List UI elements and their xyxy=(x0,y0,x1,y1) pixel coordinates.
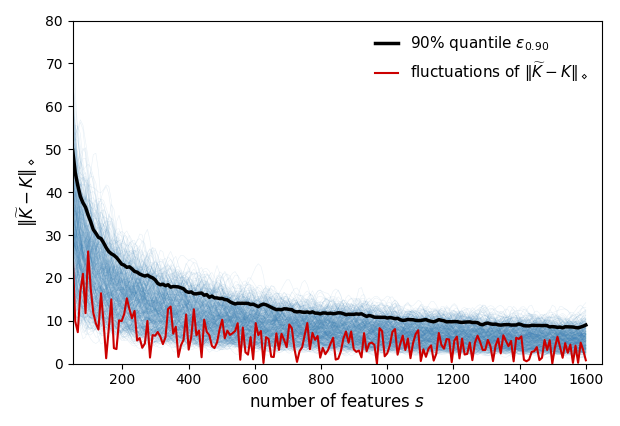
Legend: 90% quantile $\varepsilon_{0.90}$, fluctuations of $\|\widetilde{K} - K\|_\diamo: 90% quantile $\varepsilon_{0.90}$, fluct… xyxy=(369,28,595,90)
X-axis label: number of features $s$: number of features $s$ xyxy=(249,393,425,411)
fluctuations of $\|\widetilde{K} - K\|_\diamond$ xyxy=(92,321,100,326)
90% quantile $\varepsilon_{0.90}$ xyxy=(574,325,582,331)
90% quantile $\varepsilon_{0.90}$ xyxy=(556,325,564,330)
fluctuations of $\|\widetilde{K} - K\|_\diamond$ xyxy=(69,250,76,255)
fluctuations of $\|\widetilde{K} - K\|_\diamond$ xyxy=(582,358,590,363)
fluctuations of $\|\widetilde{K} - K\|_\diamond$ xyxy=(102,356,110,361)
fluctuations of $\|\widetilde{K} - K\|_\diamond$ xyxy=(544,348,551,353)
fluctuations of $\|\widetilde{K} - K\|_\diamond$ xyxy=(208,343,216,348)
fluctuations of $\|\widetilde{K} - K\|_\diamond$ xyxy=(84,249,92,254)
90% quantile $\varepsilon_{0.90}$ xyxy=(164,282,172,287)
90% quantile $\varepsilon_{0.90}$ xyxy=(89,227,97,232)
90% quantile $\varepsilon_{0.90}$ xyxy=(100,240,107,245)
fluctuations of $\|\widetilde{K} - K\|_\diamond$ xyxy=(167,304,174,309)
Line: fluctuations of $\|\widetilde{K} - K\|_\diamond$: fluctuations of $\|\widetilde{K} - K\|_\… xyxy=(73,251,586,364)
90% quantile $\varepsilon_{0.90}$ xyxy=(206,295,213,300)
90% quantile $\varepsilon_{0.90}$ xyxy=(538,323,546,328)
Y-axis label: $\|\widetilde{K} - K\|_\diamond$: $\|\widetilde{K} - K\|_\diamond$ xyxy=(15,157,40,227)
fluctuations of $\|\widetilde{K} - K\|_\diamond$ xyxy=(562,340,569,345)
90% quantile $\varepsilon_{0.90}$ xyxy=(582,322,590,328)
Line: 90% quantile $\varepsilon_{0.90}$: 90% quantile $\varepsilon_{0.90}$ xyxy=(73,150,586,328)
fluctuations of $\|\widetilde{K} - K\|_\diamond$ xyxy=(373,361,381,366)
90% quantile $\varepsilon_{0.90}$ xyxy=(69,147,76,153)
